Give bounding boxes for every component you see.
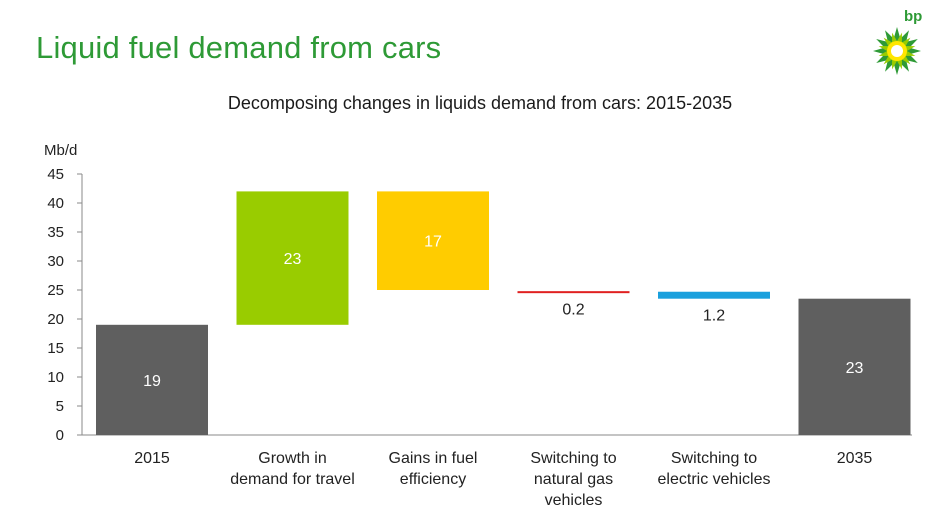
bar-value-label: 23 — [846, 360, 864, 377]
bar-value-label: 23 — [284, 251, 302, 268]
y-tick-label: 30 — [47, 253, 64, 270]
y-tick-label: 0 — [56, 427, 64, 444]
bar-1 — [236, 191, 349, 325]
y-tick-label: 5 — [56, 398, 64, 415]
x-category-label: vehicles — [545, 492, 603, 509]
bar-2 — [377, 191, 489, 290]
bar-value-label: 0.2 — [562, 301, 584, 318]
helios-icon — [873, 27, 921, 75]
bar-value-label: 17 — [424, 234, 442, 251]
y-tick-label: 25 — [47, 282, 64, 299]
x-category-label: electric vehicles — [658, 471, 771, 488]
x-category-label: Switching to — [671, 450, 757, 467]
y-tick-label: 15 — [47, 340, 64, 357]
page-title: Liquid fuel demand from cars — [36, 30, 442, 65]
y-tick-label: 10 — [47, 369, 64, 386]
y-axis-label: Mb/d — [44, 142, 77, 159]
bar-5 — [798, 298, 911, 435]
x-category-label: efficiency — [400, 471, 466, 488]
bar-value-label: 1.2 — [703, 308, 725, 325]
bar-4 — [658, 291, 770, 299]
y-tick-label: 20 — [47, 311, 64, 328]
x-category-label: 2035 — [837, 450, 873, 467]
x-category-label: Switching to — [530, 450, 616, 467]
x-category-label: 2015 — [134, 450, 170, 467]
bar-value-label: 19 — [143, 373, 161, 390]
x-category-label: natural gas — [534, 471, 613, 488]
bp-logo: bp — [872, 8, 928, 76]
bar-0 — [96, 324, 208, 435]
x-category-label: Growth in — [258, 450, 326, 467]
y-tick-label: 35 — [47, 224, 64, 241]
bar-3 — [517, 291, 630, 294]
y-tick-label: 45 — [47, 166, 64, 183]
chart-title: Decomposing changes in liquids demand fr… — [228, 93, 732, 113]
logo-text: bp — [904, 8, 923, 25]
y-tick-label: 40 — [47, 195, 64, 212]
x-category-label: demand for travel — [230, 471, 355, 488]
x-category-label: Gains in fuel — [389, 450, 478, 467]
